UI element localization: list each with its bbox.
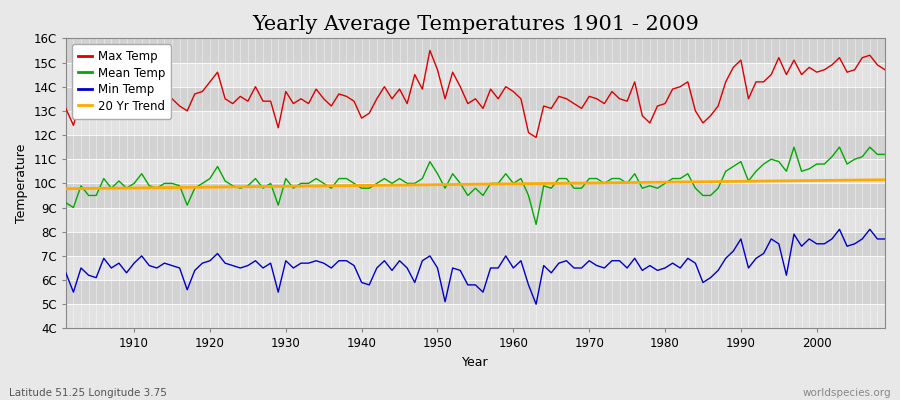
Bar <box>66 183 885 208</box>
Bar <box>66 232 885 256</box>
Bar <box>66 135 885 159</box>
Bar <box>66 87 885 111</box>
Bar <box>66 256 885 280</box>
Bar <box>66 159 885 183</box>
Bar <box>66 111 885 135</box>
Bar <box>66 304 885 328</box>
X-axis label: Year: Year <box>462 356 489 369</box>
Legend: Max Temp, Mean Temp, Min Temp, 20 Yr Trend: Max Temp, Mean Temp, Min Temp, 20 Yr Tre… <box>72 44 171 119</box>
Text: Latitude 51.25 Longitude 3.75: Latitude 51.25 Longitude 3.75 <box>9 388 166 398</box>
Bar <box>66 208 885 232</box>
Bar <box>66 280 885 304</box>
Y-axis label: Temperature: Temperature <box>15 144 28 223</box>
Bar <box>66 38 885 62</box>
Text: worldspecies.org: worldspecies.org <box>803 388 891 398</box>
Title: Yearly Average Temperatures 1901 - 2009: Yearly Average Temperatures 1901 - 2009 <box>252 15 699 34</box>
Bar <box>66 62 885 87</box>
